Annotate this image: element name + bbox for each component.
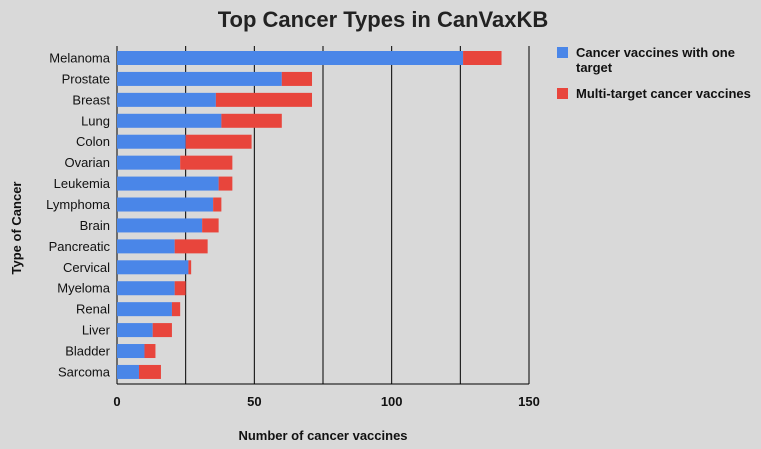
category-label: Bladder <box>65 344 110 359</box>
category-label: Leukemia <box>54 176 111 191</box>
y-axis-title: Type of Cancer <box>9 182 24 275</box>
bar-single-target <box>117 218 203 233</box>
x-tick-label: 50 <box>247 394 261 409</box>
tick-labels: 0 50 100 150 <box>113 394 539 409</box>
category-label: Liver <box>82 323 111 338</box>
bar-single-target <box>117 197 214 212</box>
legend-label: Cancer vaccines with one <box>576 45 735 60</box>
x-axis-title: Number of cancer vaccines <box>238 428 407 443</box>
bar-single-target <box>117 176 219 191</box>
bar-single-target <box>117 239 175 254</box>
legend-swatch <box>557 47 568 58</box>
bar-multi-target <box>215 92 313 107</box>
bar-multi-target <box>463 51 502 65</box>
bar-multi-target <box>281 71 313 86</box>
category-labels: Melanoma Prostate Breast Lung Colon Ovarian Le… <box>46 51 111 380</box>
bar-multi-target <box>174 281 186 296</box>
bar-multi-target <box>174 239 208 254</box>
category-label: Myeloma <box>57 281 111 296</box>
bar-multi-target <box>218 176 233 191</box>
category-label: Melanoma <box>49 51 110 66</box>
bar-multi-target <box>185 134 252 149</box>
bar-single-target <box>117 155 181 170</box>
bar-multi-target <box>188 260 192 275</box>
x-tick-label: 0 <box>113 394 120 409</box>
bar-multi-target <box>213 197 222 212</box>
bar-single-target <box>117 344 145 359</box>
category-label: Ovarian <box>64 155 110 170</box>
bar-single-target <box>117 113 222 128</box>
chart-title: Top Cancer Types in CanVaxKB <box>218 7 549 32</box>
category-label: Colon <box>76 134 110 149</box>
x-tick-label: 100 <box>381 394 403 409</box>
bar-multi-target <box>152 323 172 338</box>
bar-single-target <box>117 51 464 65</box>
category-label: Lung <box>81 113 110 128</box>
bar-single-target <box>117 281 175 296</box>
category-label: Pancreatic <box>49 239 111 254</box>
bar-single-target <box>117 323 153 338</box>
category-label: Renal <box>76 302 110 317</box>
bar-multi-target <box>144 344 156 359</box>
category-label: Prostate <box>62 71 110 86</box>
category-label: Breast <box>72 92 110 107</box>
bar-single-target <box>117 92 216 107</box>
bar-single-target <box>117 134 186 149</box>
bar-multi-target <box>138 364 161 379</box>
bar-multi-target <box>171 302 181 317</box>
legend-label: target <box>576 60 613 75</box>
bars <box>117 51 502 379</box>
category-label: Cervical <box>63 260 110 275</box>
x-tick-label: 150 <box>518 394 540 409</box>
legend-label: Multi-target cancer vaccines <box>576 86 751 101</box>
legend-swatch <box>557 88 568 99</box>
bar-single-target <box>117 71 282 86</box>
bar-single-target <box>117 364 139 379</box>
bar-single-target <box>117 302 172 317</box>
category-label: Brain <box>80 218 110 233</box>
bar-single-target <box>117 260 189 275</box>
bar-multi-target <box>221 113 282 128</box>
bar-multi-target <box>202 218 219 233</box>
bar-multi-target <box>180 155 233 170</box>
category-label: Lymphoma <box>46 197 111 212</box>
category-label: Sarcoma <box>58 364 111 379</box>
